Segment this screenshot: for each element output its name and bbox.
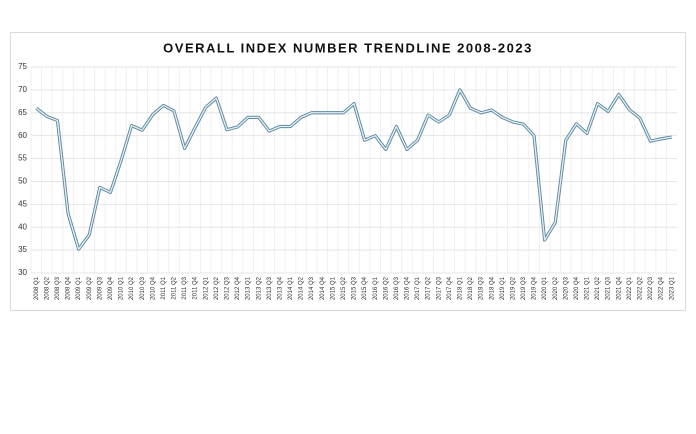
y-tick-label: 60	[18, 131, 27, 140]
x-tick-label: 2019 Q4	[532, 276, 538, 300]
x-tick-label: 2015 Q1	[330, 276, 336, 300]
x-tick-label: 2016 Q3	[394, 276, 400, 300]
x-tick-label: 2020 Q1	[542, 276, 548, 300]
x-tick-label: 2022 Q3	[648, 276, 654, 300]
x-tick-label: 2013 Q1	[246, 276, 252, 300]
x-tick-label: 2020 Q2	[553, 276, 559, 300]
x-tick-label: 2011 Q2	[172, 276, 178, 299]
x-tick-label: 2022 Q2	[638, 276, 644, 300]
x-tick-label: 2016 Q2	[383, 276, 389, 300]
x-tick-label: 2019 Q3	[521, 276, 527, 300]
y-tick-label: 70	[18, 85, 27, 94]
x-tick-label: 2012 Q4	[235, 276, 241, 300]
x-tick-label: 2020 Q4	[574, 276, 580, 300]
x-tick-label: 2011 Q4	[193, 276, 199, 299]
x-tick-label: 2018 Q1	[457, 276, 463, 300]
x-tick-label: 2008 Q1	[34, 276, 40, 300]
x-tick-label: 2020 Q3	[563, 276, 569, 300]
x-tick-label: 2018 Q2	[468, 276, 474, 300]
chart-title: OVERALL INDEX NUMBER TRENDLINE 2008-2023	[163, 40, 533, 55]
x-tick-label: 2008 Q3	[55, 276, 61, 300]
x-tick-label: 2011 Q3	[182, 276, 188, 299]
x-tick-label: 2010 Q4	[150, 276, 156, 300]
x-tick-label: 2009 Q1	[76, 276, 82, 300]
x-tick-label: 2013 Q4	[277, 276, 283, 300]
y-tick-label: 50	[18, 177, 27, 186]
x-tick-label: 2017 Q4	[447, 276, 453, 300]
x-tick-label: 2015 Q4	[362, 276, 368, 300]
x-tick-label: 2014 Q2	[299, 276, 305, 300]
x-tick-label: 2021 Q1	[585, 276, 591, 300]
x-tick-label: 2019 Q2	[510, 276, 516, 300]
x-tick-label: 2013 Q2	[256, 276, 262, 300]
x-tick-label: 2016 Q4	[405, 276, 411, 300]
y-tick-label: 45	[18, 199, 27, 208]
x-tick-label: 2021 Q3	[606, 276, 612, 300]
x-tick-label: 2019 Q1	[500, 276, 506, 300]
chart-border	[10, 32, 686, 311]
x-tick-label: 2009 Q4	[108, 276, 114, 300]
y-tick-label: 55	[18, 154, 27, 163]
y-tick-label: 75	[18, 62, 27, 71]
x-tick-label: 2010 Q2	[129, 276, 135, 300]
x-tick-label: 2013 Q3	[267, 276, 273, 300]
x-tick-label: 2017 Q1	[415, 276, 421, 300]
x-tick-label: 2010 Q1	[119, 276, 125, 300]
x-tick-label: 2014 Q4	[320, 276, 326, 300]
x-tick-label: 2015 Q3	[352, 276, 358, 300]
y-tick-label: 40	[18, 222, 27, 231]
x-tick-label: 2008 Q4	[66, 276, 72, 300]
x-tick-label: 2012 Q3	[224, 276, 230, 300]
x-tick-label: 2021 Q2	[595, 276, 601, 300]
x-tick-label: 2012 Q2	[214, 276, 220, 300]
x-tick-label: 2009 Q3	[97, 276, 103, 300]
x-tick-label: 2022 Q4	[659, 276, 665, 300]
x-tick-label: 2017 Q3	[436, 276, 442, 300]
y-tick-label: 35	[18, 245, 27, 254]
x-tick-label: 2015 Q2	[341, 276, 347, 300]
y-tick-label: 30	[18, 268, 27, 277]
x-tick-label: 2017 Q2	[426, 276, 432, 300]
x-tick-label: 2014 Q3	[309, 276, 315, 300]
x-tick-label: 2018 Q4	[489, 276, 495, 300]
x-tick-label: 2021 Q4	[616, 276, 622, 300]
x-tick-label: 2010 Q3	[140, 276, 146, 300]
x-tick-label: 2014 Q1	[288, 276, 294, 300]
line	[35, 89, 672, 250]
x-tick-label: 2023 Q1	[669, 276, 675, 300]
x-tick-label: 2011 Q1	[161, 276, 167, 299]
y-tick-label: 65	[18, 108, 27, 117]
x-tick-label: 2022 Q1	[627, 276, 633, 300]
x-tick-label: 2008 Q2	[44, 276, 50, 300]
x-tick-label: 2018 Q3	[479, 276, 485, 300]
x-tick-label: 2012 Q1	[203, 276, 209, 300]
x-tick-label: 2009 Q2	[87, 276, 93, 300]
x-tick-label: 2016 Q1	[373, 276, 379, 300]
